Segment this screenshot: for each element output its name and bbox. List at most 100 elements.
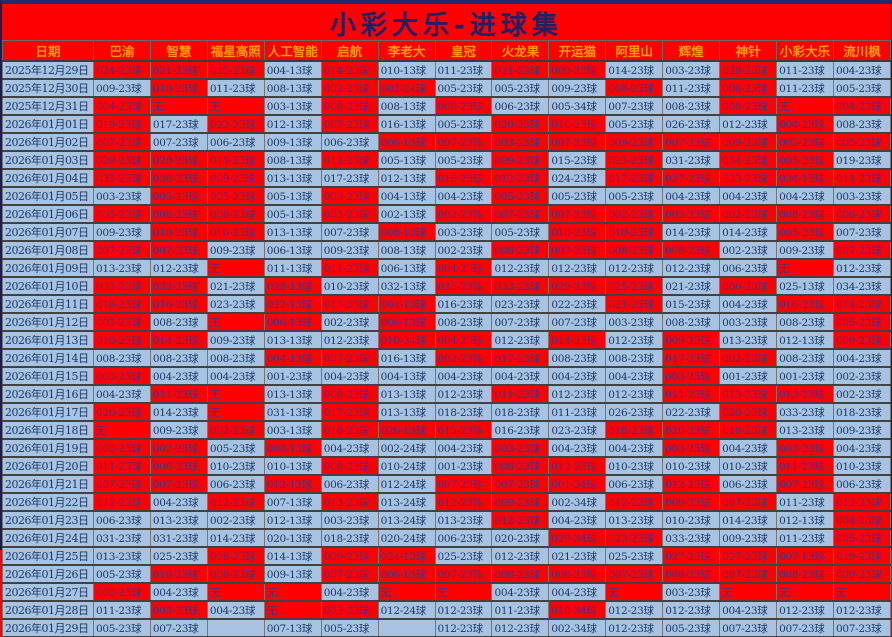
value-cell: 016-23球 <box>776 294 834 313</box>
value-cell: 007-23球 <box>149 474 208 493</box>
value-cell: 011-13球 <box>263 258 322 277</box>
table-header: 日期 巴渝 智慧 福星高照 人工智能 启航 李老大 皇冠 火龙果 开运猫 阿里山 辉煌 神针 小彩大乐 流川… <box>2 40 892 62</box>
value-cell: 010-23球 <box>149 564 208 583</box>
value-cell: 013-23球 <box>719 330 778 349</box>
value-cell: 012-23球 <box>434 492 493 511</box>
value-cell: 012-23球 <box>605 492 664 511</box>
date-cell: 2026年01月28日 <box>2 600 94 619</box>
value-cell: 008-23球 <box>206 564 265 583</box>
value-cell: 002-23球 <box>434 348 493 367</box>
value-cell: 010-34球 <box>548 600 607 619</box>
value-cell: 007-23球 <box>662 132 721 151</box>
value-cell: 013-23球 <box>776 384 834 403</box>
table-row: 2026年01月23日 006-23球 013-23球 002-23球 012-13球 0… <box>2 510 892 529</box>
value-cell: 013-23球 <box>320 492 379 511</box>
value-cell: 012-23球 <box>491 258 550 277</box>
value-cell: 无 <box>93 420 151 439</box>
value-cell: 006-13球 <box>263 240 322 259</box>
value-cell: 009-23球 <box>719 132 778 151</box>
value-cell: 009-23球 <box>548 60 607 79</box>
value-cell: 001-23球 <box>263 366 322 385</box>
value-cell: 016-23球 <box>434 168 493 187</box>
value-cell: 021-23球 <box>491 60 550 79</box>
value-cell: 004-13球 <box>377 294 436 313</box>
value-cell: 029-23球 <box>548 276 607 295</box>
value-cell: 010-23球 <box>605 456 664 475</box>
value-cell: 007-23球 <box>548 204 607 223</box>
value-cell: 009-13球 <box>263 132 322 151</box>
value-cell: 012-23球 <box>832 600 892 619</box>
value-cell: 017-23球 <box>320 168 379 187</box>
date-cell: 2026年01月29日 <box>2 618 94 637</box>
value-cell: 014-23球 <box>719 510 778 529</box>
value-cell: 无 <box>776 96 834 115</box>
value-cell: 010-24球 <box>377 456 436 475</box>
value-cell: 004-23球 <box>434 438 493 457</box>
value-cell: 003-23球 <box>434 222 493 241</box>
value-cell: 001-34球 <box>548 474 607 493</box>
value-cell: 012-23球 <box>93 492 151 511</box>
value-cell: 020-23球 <box>491 114 550 133</box>
value-cell: 003-23球 <box>320 600 379 619</box>
value-cell: 007-23球 <box>719 564 778 583</box>
value-cell: 002-23球 <box>149 438 208 457</box>
value-cell: 008-23球 <box>776 312 834 331</box>
value-cell: 014-23球 <box>832 294 892 313</box>
value-cell: 005-23球 <box>832 132 892 151</box>
value-cell: 008-23球 <box>719 78 778 97</box>
value-cell: 010-23球 <box>320 420 379 439</box>
value-cell: 010-23球 <box>548 222 607 241</box>
date-cell: 2026年01月08日 <box>2 240 94 259</box>
header-cell-4: 人工智能 <box>263 40 322 62</box>
value-cell: 003-23球 <box>491 132 550 151</box>
value-cell: 010-23球 <box>206 456 265 475</box>
date-cell: 2026年01月09日 <box>2 258 94 277</box>
value-cell: 011-23球 <box>662 78 721 97</box>
value-cell: 007-13球 <box>263 492 322 511</box>
value-cell: 006-23球 <box>719 276 778 295</box>
value-cell: 004-23球 <box>434 330 493 349</box>
value-cell: 008-23球 <box>662 96 721 115</box>
value-cell: 004-23球 <box>149 582 208 601</box>
value-cell: 012-23球 <box>491 168 550 187</box>
value-cell: 012-23球 <box>832 258 892 277</box>
value-cell: 009-23球 <box>93 78 151 97</box>
table-row: 2026年01月01日 019-23球 017-23球 022-23球 012-13球 0… <box>2 114 892 133</box>
value-cell: 004-13球 <box>377 366 436 385</box>
value-cell: 034-23球 <box>832 276 892 295</box>
value-cell: 011-23球 <box>548 402 607 421</box>
value-cell: 026-13球 <box>377 420 436 439</box>
value-cell: 003-23球 <box>320 186 379 205</box>
value-cell: 010-13球 <box>263 456 322 475</box>
value-cell: 010-23球 <box>206 222 265 241</box>
value-cell: 021-23球 <box>605 294 664 313</box>
value-cell: 009-23球 <box>662 330 721 349</box>
value-cell: 002-24球 <box>377 78 436 97</box>
date-cell: 2026年01月24日 <box>2 528 94 547</box>
header-cell-10: 阿里山 <box>605 40 664 62</box>
value-cell: 无 <box>605 582 664 601</box>
table-row: 2026年01月12日 005-23球 008-23球无 006-13球 002-23球… <box>2 312 892 331</box>
value-cell: 024-23球 <box>93 60 151 79</box>
value-cell: 004-23球 <box>605 438 664 457</box>
value-cell: 012-23球 <box>434 618 493 637</box>
value-cell: 035-23球 <box>93 168 151 187</box>
table-row: 2026年01月26日 005-23球 010-23球 008-23球 009-13球 0… <box>2 564 892 583</box>
value-cell: 002-23球 <box>434 204 493 223</box>
value-cell: 031-23球 <box>149 528 208 547</box>
value-cell: 无 <box>206 384 265 403</box>
value-cell: 016-23球 <box>93 294 151 313</box>
value-cell: 无 <box>206 96 265 115</box>
date-cell: 2025年12月29日 <box>2 60 94 79</box>
value-cell: 008-23球 <box>605 348 664 367</box>
value-cell: 002-23球 <box>320 78 379 97</box>
value-cell: 002-23球 <box>719 348 778 367</box>
header-cell-0: 日期 <box>2 40 94 62</box>
value-cell: 004-23球 <box>548 582 607 601</box>
value-cell: 007-23球 <box>548 132 607 151</box>
value-cell: 004-23球 <box>832 438 892 457</box>
value-cell: 无 <box>149 96 208 115</box>
table-row: 2026年01月13日 010-23球 014-23球 009-23球 013-13球 0… <box>2 330 892 349</box>
value-cell: 004-13球 <box>263 60 322 79</box>
